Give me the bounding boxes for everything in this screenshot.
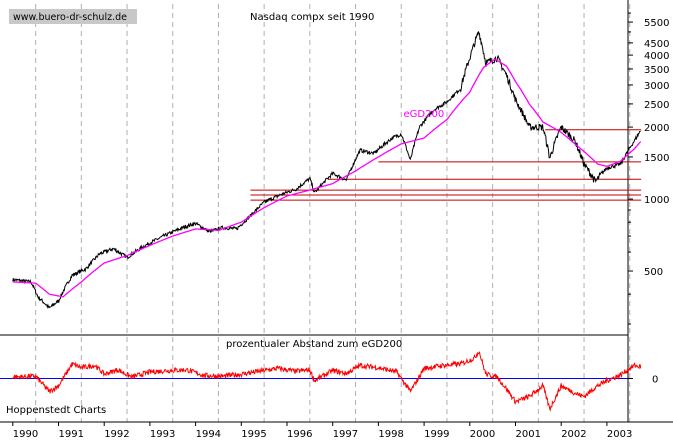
x-tick-label-1991: 1991 xyxy=(58,429,83,440)
x-axis-ticks: 1990 1991 1992 1993 1994 1995 1996 1997 1998 1999… xyxy=(12,422,632,440)
x-tick-label-2003: 2003 xyxy=(607,429,632,440)
x-tick-label-1990: 1990 xyxy=(13,429,38,440)
chart-title: Nasdaq compx seit 1990 xyxy=(250,12,374,23)
y-tick-label-5500: 5500 xyxy=(644,18,669,29)
year-gridlines xyxy=(35,4,631,422)
footer-source: Hoppenstedt Charts xyxy=(6,405,106,416)
x-tick-label-2001: 2001 xyxy=(515,429,540,440)
y-tick-label-2000: 2000 xyxy=(644,123,669,134)
y-tick-label-500: 500 xyxy=(644,267,663,278)
lower-y-tick-label-0: 0 xyxy=(652,375,658,386)
x-tick-label-1993: 1993 xyxy=(150,429,175,440)
support-lines xyxy=(250,129,642,201)
x-tick-label-1992: 1992 xyxy=(104,429,129,440)
watermark-box xyxy=(9,9,137,24)
y-tick-label-1000: 1000 xyxy=(644,195,669,206)
x-tick-label-1997: 1997 xyxy=(333,429,358,440)
upper-series xyxy=(12,31,642,309)
y-tick-label-4000: 4000 xyxy=(644,51,669,62)
x-tick-label-1995: 1995 xyxy=(241,429,266,440)
y-tick-label-3000: 3000 xyxy=(644,81,669,92)
x-tick-label-1998: 1998 xyxy=(378,429,403,440)
y-tick-label-1500: 1500 xyxy=(644,153,669,164)
x-tick-label-1994: 1994 xyxy=(196,429,221,440)
y-tick-label-3500: 3500 xyxy=(644,65,669,76)
lower-panel-title: prozentualer Abstand zum eGD200 xyxy=(226,339,402,350)
x-tick-label-2002: 2002 xyxy=(561,429,586,440)
watermark: www.buero-dr-schulz.de xyxy=(13,12,127,23)
x-tick-label-1999: 1999 xyxy=(424,429,449,440)
y-tick-label-2500: 2500 xyxy=(644,100,669,111)
y-tick-label-4500: 4500 xyxy=(644,39,669,50)
lower-series xyxy=(12,351,642,412)
x-tick-label-2000: 2000 xyxy=(470,429,495,440)
distance-line xyxy=(12,351,642,412)
egd200-line xyxy=(12,58,642,298)
price-line xyxy=(12,31,641,309)
egd200-annotation: eGD200 xyxy=(404,109,445,120)
x-tick-label-1996: 1996 xyxy=(287,429,312,440)
